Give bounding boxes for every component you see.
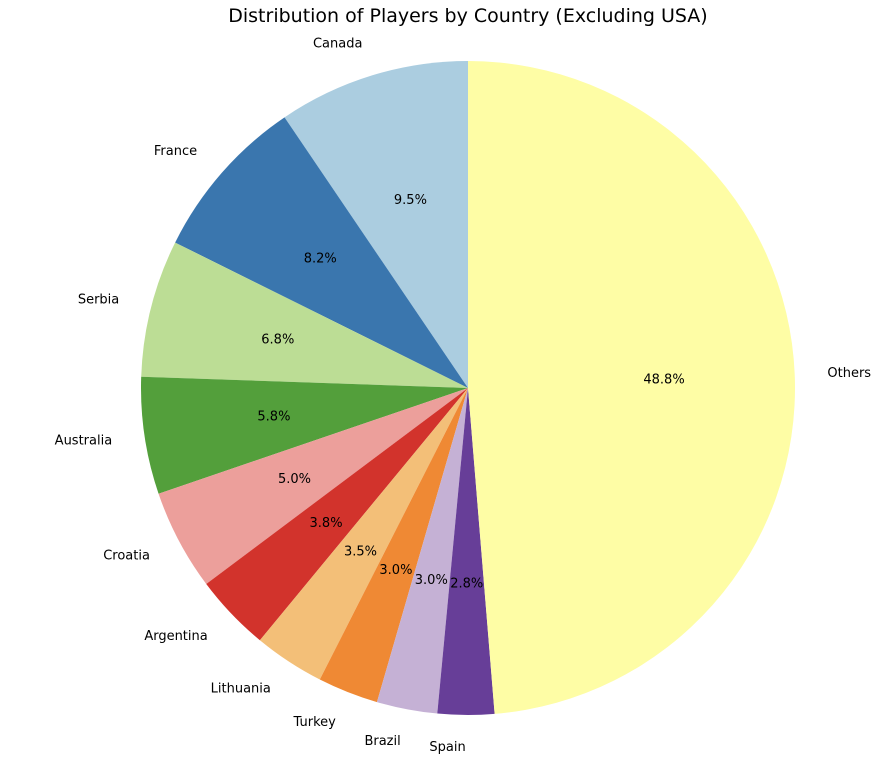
slice-label-brazil: Brazil — [364, 734, 400, 749]
percent-label-turkey: 3.0% — [379, 563, 412, 578]
slice-label-canada: Canada — [313, 37, 362, 52]
slice-serbia — [141, 242, 468, 388]
slice-lithuania — [259, 388, 468, 680]
slice-australia — [141, 376, 468, 494]
slice-label-lithuania: Lithuania — [211, 681, 271, 696]
percent-label-croatia: 5.0% — [278, 472, 311, 487]
slice-label-australia: Australia — [55, 433, 113, 448]
percent-label-australia: 5.8% — [257, 409, 290, 424]
slice-label-spain: Spain — [429, 740, 465, 755]
slice-canada — [284, 61, 468, 388]
pie-percent-labels: 9.5%8.2%6.8%5.8%5.0%3.8%3.5%3.0%3.0% 2.8%… — [257, 193, 684, 592]
percent-label-brazil: 3.0% — [415, 573, 448, 588]
slice-croatia — [158, 388, 468, 585]
slice-france — [175, 117, 469, 388]
pie-slices — [141, 61, 796, 716]
percent-label-lithuania: 3.5% — [344, 545, 377, 560]
percent-label-argentina: 3.8% — [310, 516, 343, 531]
slice-label-argentina: Argentina — [144, 629, 207, 644]
pie-labels: Canada France Serbia Australia Croatia Argent… — [55, 37, 872, 756]
slice-spain — [437, 388, 495, 716]
percent-label-france: 8.2% — [304, 251, 337, 266]
percent-label-others: 48.8% — [643, 373, 684, 388]
slice-label-turkey: Turkey — [293, 715, 337, 730]
slice-turkey — [319, 388, 468, 703]
percent-label-canada: 9.5% — [394, 193, 427, 208]
percent-label-spain: 2.8% — [450, 577, 483, 592]
slice-label-others: Others — [827, 366, 871, 381]
slice-label-france: France — [154, 144, 197, 159]
chart-title: Distribution of Players by Country (Excl… — [228, 5, 707, 27]
slice-brazil — [376, 388, 468, 714]
percent-label-serbia: 6.8% — [261, 332, 294, 347]
slice-others — [468, 61, 796, 714]
slice-label-croatia: Croatia — [103, 549, 150, 564]
slice-argentina — [206, 388, 468, 641]
slice-label-serbia: Serbia — [78, 292, 119, 307]
